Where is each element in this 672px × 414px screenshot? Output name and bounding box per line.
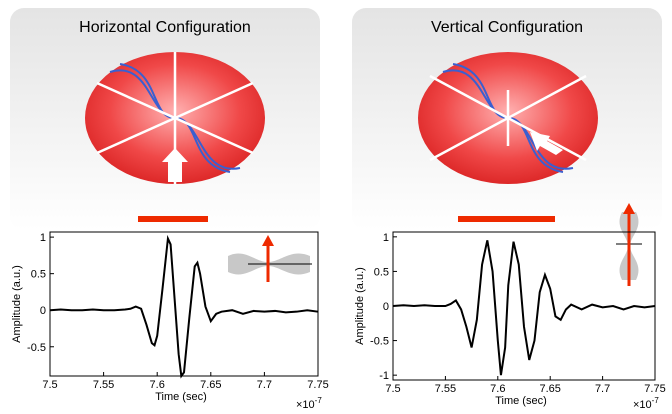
x-scale-exponent: -7 [315,396,323,405]
y-tick-label: 0.5 [31,269,46,281]
vertical-illustration [352,8,662,286]
y-tick-label: -0.5 [27,342,46,354]
y-tick-label: 0 [40,305,46,317]
x-tick-label: 7.75 [644,383,665,395]
x-tick-label: 7.5 [42,379,57,391]
figure: Horizontal Configuration 7.5 7.55 7.6 7.65 7.… [0,0,672,414]
y-tick-label: 1 [40,232,46,244]
x-tick-label: 7.55 [435,383,456,395]
x-tick-label: 7.55 [93,379,114,391]
x-tick-label: 7.65 [200,379,221,391]
x-scale-exponent: -7 [652,396,660,405]
x-scale-base: ×10 [633,399,652,411]
x-tick-label: 7.5 [385,383,400,395]
panel-title: Vertical Configuration [431,19,583,36]
waveform [393,240,655,375]
y-tick-label: -0.5 [370,336,389,348]
y-tick-label: 0.5 [374,266,389,278]
y-tick-label: 1 [383,232,389,244]
x-tick-label: 7.7 [595,383,610,395]
horizontal-illustration [10,8,320,282]
y-tick-label: 0 [383,301,389,313]
panel-title: Horizontal Configuration [79,19,251,36]
x-scale-base: ×10 [296,399,315,411]
x-tick-label: 7.75 [307,379,328,391]
x-axis-label: Time (sec) [495,395,547,407]
x-axis-label: Time (sec) [155,391,207,403]
x-scale-label: ×10-7 [296,396,322,411]
plot-area [50,232,318,376]
y-axis-label: Amplitude (a.u.) [11,265,23,343]
x-tick-label: 7.7 [257,379,272,391]
waveform [50,239,318,376]
x-tick-label: 7.6 [490,383,505,395]
y-tick-label: -1 [379,370,389,382]
x-tick-label: 7.65 [539,383,560,395]
x-scale-label: ×10-7 [633,396,659,411]
y-axis-label: Amplitude (a.u.) [354,267,366,345]
x-tick-label: 7.6 [150,379,165,391]
